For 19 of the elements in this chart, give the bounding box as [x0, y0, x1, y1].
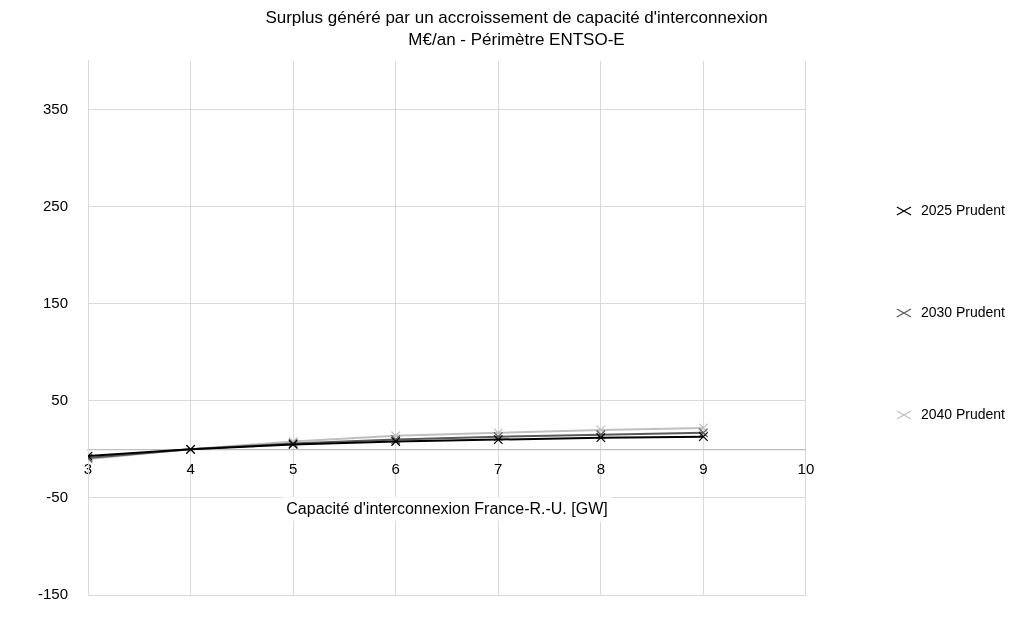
legend-label: 2040 Prudent	[920, 405, 1006, 422]
y-tick-label: -150	[37, 585, 69, 603]
x-axis-title: Capacité d'interconnexion France-R.-U. [GW]	[286, 499, 608, 517]
x-tick-label: 5	[288, 460, 298, 478]
chart-subtitle: M€/an - Périmètre ENTSO-E	[408, 30, 625, 50]
y-tick-label: 150	[42, 293, 69, 311]
chart-title: Surplus généré par un accroissement de capacité d'interconnexion	[265, 7, 768, 27]
x-tick-label: 10	[797, 460, 815, 478]
x-tick-label: 7	[494, 460, 503, 478]
legend-label: 2025 Prudent	[920, 201, 1006, 218]
x-tick-label: 4	[186, 460, 195, 478]
x-tick-label: 8	[596, 460, 605, 478]
x-tick-label: 9	[699, 460, 708, 478]
y-tick-label: 350	[42, 99, 69, 117]
y-tick-label: 50	[51, 390, 69, 408]
y-tick-label: 250	[42, 196, 69, 214]
legend-label: 2030 Prudent	[920, 303, 1006, 320]
x-tick-label: 6	[391, 460, 400, 478]
y-tick-label: -50	[46, 488, 69, 506]
